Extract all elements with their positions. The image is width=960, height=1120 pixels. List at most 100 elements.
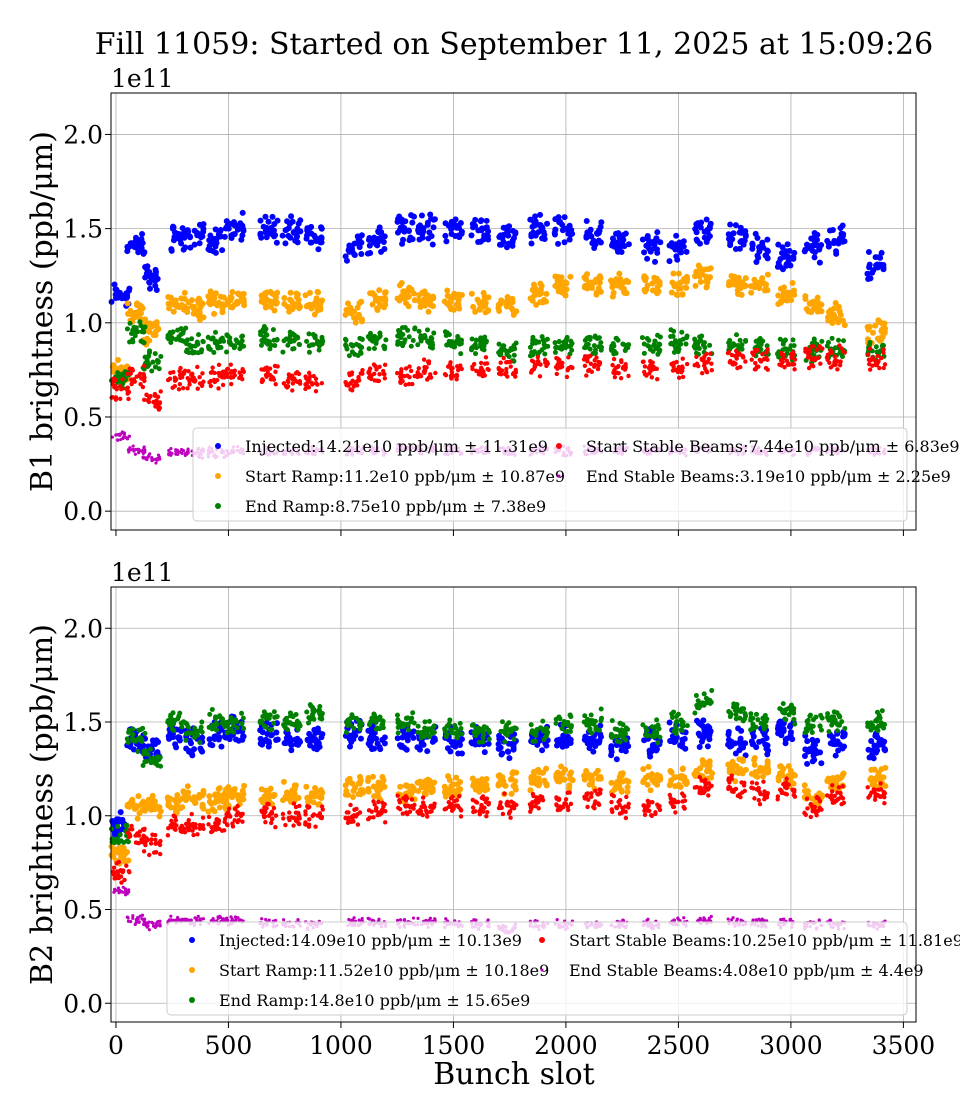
data-point (239, 209, 246, 216)
data-point (296, 341, 302, 347)
data-point (592, 350, 598, 356)
data-point (233, 337, 239, 343)
data-point (703, 216, 710, 223)
data-point (644, 235, 651, 242)
data-point (189, 343, 195, 349)
data-point (803, 241, 810, 248)
data-point (504, 366, 509, 372)
data-point (396, 282, 403, 289)
data-point (608, 779, 615, 786)
data-point (355, 780, 362, 787)
data-point (376, 744, 383, 751)
data-point (646, 747, 653, 754)
data-point (416, 328, 422, 334)
data-point (113, 377, 118, 383)
data-point (595, 284, 602, 291)
data-point (201, 379, 206, 384)
data-point (211, 799, 218, 806)
data-point (174, 792, 181, 799)
data-point (699, 356, 704, 362)
data-point (734, 332, 740, 338)
data-point (680, 356, 685, 361)
data-point (288, 721, 294, 727)
data-point (308, 342, 314, 348)
data-point (765, 347, 770, 352)
data-point (369, 301, 376, 308)
data-point (417, 222, 424, 229)
data-point (531, 292, 538, 299)
data-point (124, 248, 131, 255)
data-point (312, 234, 319, 241)
data-point (589, 777, 596, 784)
data-point (230, 787, 237, 794)
data-point (872, 254, 879, 261)
data-point (309, 304, 316, 311)
data-point (170, 710, 176, 716)
data-point (199, 347, 205, 353)
data-point (426, 361, 432, 366)
data-point (840, 733, 847, 740)
data-point (169, 446, 173, 451)
data-point (139, 231, 146, 238)
data-point (599, 344, 605, 350)
data-point (206, 793, 213, 800)
data-point (180, 328, 186, 334)
x-tick-label: 2500 (647, 1031, 711, 1060)
data-point (217, 227, 224, 234)
data-point (297, 379, 303, 384)
data-point (195, 386, 200, 391)
data-point (351, 314, 358, 321)
data-point (537, 280, 544, 287)
data-point (215, 377, 220, 383)
data-point (410, 734, 417, 741)
data-point (536, 359, 541, 364)
data-point (292, 237, 299, 244)
data-point (702, 360, 707, 365)
data-point (657, 342, 663, 348)
data-point (781, 338, 787, 344)
data-point (495, 741, 502, 748)
data-point (877, 254, 884, 261)
data-point (737, 337, 743, 343)
data-point (319, 381, 325, 386)
data-point (377, 716, 383, 722)
data-point (552, 349, 558, 355)
data-point (418, 333, 424, 339)
data-point (622, 748, 629, 755)
data-point (366, 234, 373, 241)
data-point (477, 300, 484, 307)
data-point (876, 359, 881, 364)
data-point (620, 279, 627, 286)
data-point (529, 287, 536, 294)
data-point (748, 289, 755, 296)
data-point (382, 289, 389, 296)
data-point (511, 352, 517, 358)
data-point (199, 803, 206, 810)
data-point (544, 220, 551, 227)
data-point (240, 290, 247, 297)
data-point (566, 222, 573, 229)
data-point (317, 239, 324, 246)
data-point (725, 731, 732, 738)
data-point (182, 244, 189, 251)
data-point (311, 716, 317, 722)
data-point (314, 307, 321, 314)
data-point (279, 232, 286, 239)
data-point (371, 345, 377, 351)
data-point (597, 223, 604, 230)
data-point (424, 778, 431, 785)
data-point (358, 298, 365, 305)
data-point (296, 371, 302, 377)
data-point (764, 254, 771, 261)
data-point (126, 396, 131, 402)
data-point (174, 448, 178, 452)
data-point (208, 383, 214, 389)
data-point (829, 350, 835, 355)
data-point (241, 782, 248, 789)
data-point (376, 287, 383, 294)
data-point (211, 294, 218, 301)
data-point (186, 233, 193, 240)
data-point (880, 774, 887, 781)
data-point (446, 303, 453, 310)
